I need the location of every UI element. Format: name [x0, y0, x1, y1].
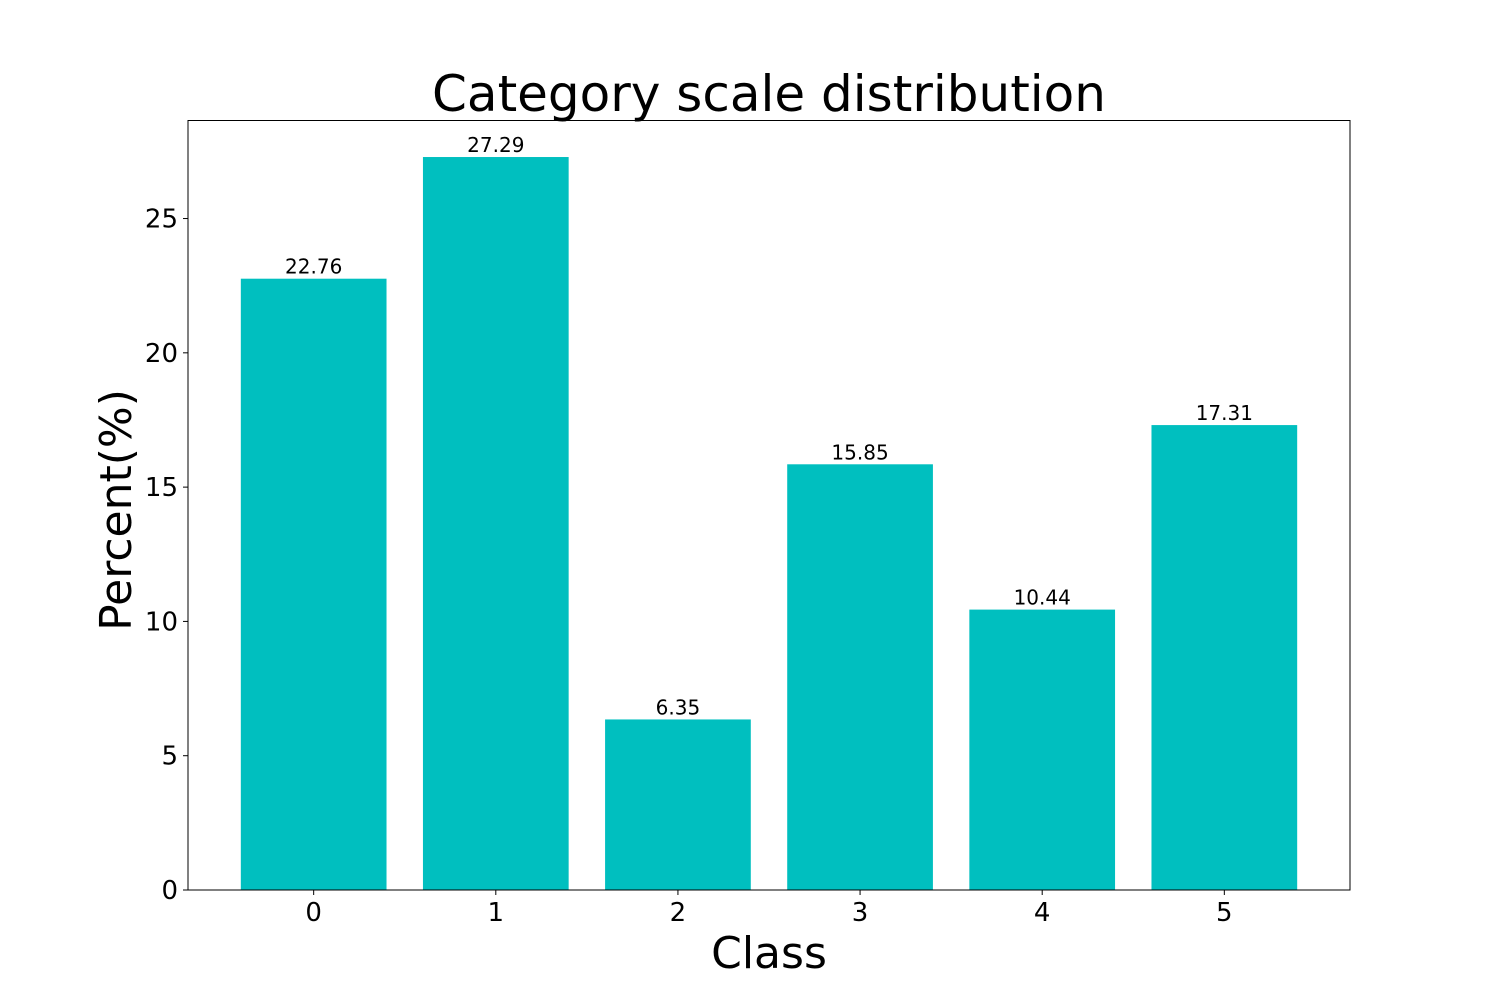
bar-4: [969, 609, 1116, 890]
x-axis: 0 1 2 3 4 5: [305, 890, 1233, 928]
bars-layer: [240, 157, 1298, 890]
x-tick-label-5: 5: [1216, 898, 1233, 928]
bar-value-label-2: 6.35: [656, 695, 701, 719]
y-tick-label-0: 0: [161, 876, 178, 906]
bar-0: [240, 278, 387, 890]
y-axis-label: Percent(%): [91, 389, 142, 631]
x-tick-label-2: 2: [670, 898, 687, 928]
bar-value-label-5: 17.31: [1196, 401, 1253, 425]
bar-value-labels: 22.76 27.29 6.35 15.85 10.44 17.31: [285, 133, 1253, 719]
bar-5: [1151, 425, 1298, 890]
y-tick-label-25: 25: [145, 205, 178, 235]
bar-value-label-0: 22.76: [285, 255, 342, 279]
y-tick-label-10: 10: [145, 607, 178, 637]
plot-frame: [187, 120, 1351, 891]
y-axis: 0 5 10 15 20 25: [145, 205, 188, 906]
bar-value-label-4: 10.44: [1014, 586, 1071, 610]
y-tick-label-20: 20: [145, 339, 178, 369]
bar-3: [787, 464, 933, 890]
bar-1: [422, 157, 569, 890]
chart-title: Category scale distribution: [432, 65, 1106, 123]
bar-value-label-3: 15.85: [831, 440, 888, 464]
bar-2: [605, 719, 751, 890]
x-tick-label-1: 1: [488, 898, 505, 928]
bar-value-label-1: 27.29: [467, 133, 524, 157]
x-tick-label-3: 3: [852, 898, 869, 928]
y-tick-label-15: 15: [145, 473, 178, 503]
x-axis-label: Class: [711, 928, 827, 979]
x-tick-label-0: 0: [305, 898, 322, 928]
y-tick-label-5: 5: [161, 742, 178, 772]
x-tick-label-4: 4: [1034, 898, 1051, 928]
